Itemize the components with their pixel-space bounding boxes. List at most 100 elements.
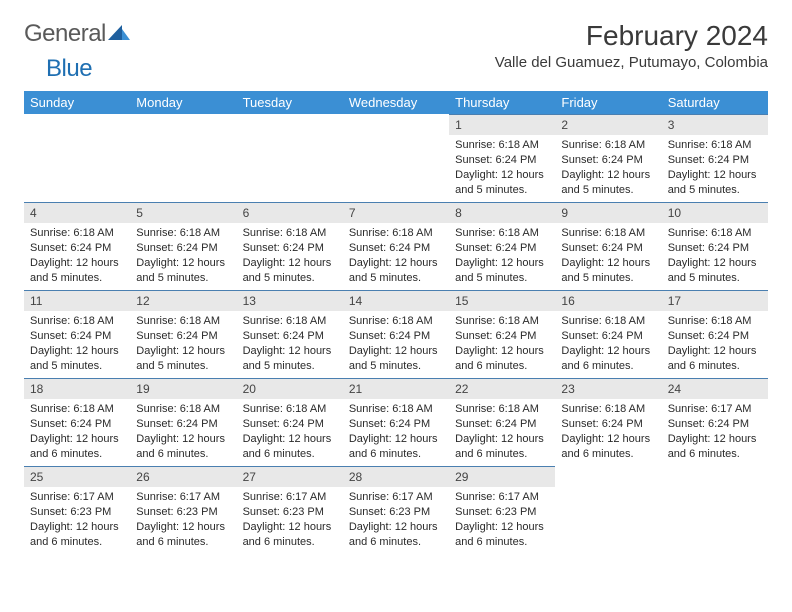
daylight-line: Daylight: 12 hours and 5 minutes.	[349, 344, 443, 374]
calendar-cell	[555, 466, 661, 554]
daylight-line: Daylight: 12 hours and 5 minutes.	[561, 256, 655, 286]
sunset-line: Sunset: 6:24 PM	[136, 241, 230, 256]
daylight-line: Daylight: 12 hours and 5 minutes.	[243, 256, 337, 286]
calendar-cell: 16Sunrise: 6:18 AMSunset: 6:24 PMDayligh…	[555, 290, 661, 378]
daylight-line: Daylight: 12 hours and 5 minutes.	[136, 344, 230, 374]
sunrise-line: Sunrise: 6:17 AM	[349, 490, 443, 505]
day-cell: 4Sunrise: 6:18 AMSunset: 6:24 PMDaylight…	[24, 202, 130, 290]
sunrise-line: Sunrise: 6:18 AM	[455, 138, 549, 153]
sunset-line: Sunset: 6:24 PM	[561, 241, 655, 256]
sunset-line: Sunset: 6:24 PM	[243, 417, 337, 432]
daylight-line: Daylight: 12 hours and 6 minutes.	[455, 520, 549, 550]
logo-triangle-icon	[108, 20, 130, 48]
calendar-cell: 4Sunrise: 6:18 AMSunset: 6:24 PMDaylight…	[24, 202, 130, 290]
calendar-row: 11Sunrise: 6:18 AMSunset: 6:24 PMDayligh…	[24, 290, 768, 378]
day-cell: 8Sunrise: 6:18 AMSunset: 6:24 PMDaylight…	[449, 202, 555, 290]
daylight-line: Daylight: 12 hours and 6 minutes.	[668, 344, 762, 374]
day-cell: 19Sunrise: 6:18 AMSunset: 6:24 PMDayligh…	[130, 378, 236, 466]
day-cell: 1Sunrise: 6:18 AMSunset: 6:24 PMDaylight…	[449, 114, 555, 202]
day-number: 5	[130, 202, 236, 223]
day-number: 24	[662, 378, 768, 399]
sunset-line: Sunset: 6:24 PM	[455, 329, 549, 344]
day-cell: 26Sunrise: 6:17 AMSunset: 6:23 PMDayligh…	[130, 466, 236, 554]
day-number: 23	[555, 378, 661, 399]
sunrise-line: Sunrise: 6:18 AM	[668, 226, 762, 241]
day-cell: 27Sunrise: 6:17 AMSunset: 6:23 PMDayligh…	[237, 466, 343, 554]
daylight-line: Daylight: 12 hours and 6 minutes.	[668, 432, 762, 462]
sunrise-line: Sunrise: 6:18 AM	[136, 314, 230, 329]
calendar-table: SundayMondayTuesdayWednesdayThursdayFrid…	[24, 91, 768, 554]
sunrise-line: Sunrise: 6:18 AM	[561, 314, 655, 329]
day-number: 20	[237, 378, 343, 399]
sunset-line: Sunset: 6:24 PM	[136, 417, 230, 432]
day-number: 28	[343, 466, 449, 487]
calendar-row: 1Sunrise: 6:18 AMSunset: 6:24 PMDaylight…	[24, 114, 768, 202]
sunset-line: Sunset: 6:24 PM	[349, 329, 443, 344]
calendar-cell: 8Sunrise: 6:18 AMSunset: 6:24 PMDaylight…	[449, 202, 555, 290]
sunrise-line: Sunrise: 6:17 AM	[30, 490, 124, 505]
sunset-line: Sunset: 6:24 PM	[30, 329, 124, 344]
calendar-cell	[343, 114, 449, 202]
daylight-line: Daylight: 12 hours and 5 minutes.	[30, 256, 124, 286]
day-cell: 2Sunrise: 6:18 AMSunset: 6:24 PMDaylight…	[555, 114, 661, 202]
sunset-line: Sunset: 6:23 PM	[243, 505, 337, 520]
calendar-cell: 26Sunrise: 6:17 AMSunset: 6:23 PMDayligh…	[130, 466, 236, 554]
sunset-line: Sunset: 6:24 PM	[349, 241, 443, 256]
daylight-line: Daylight: 12 hours and 6 minutes.	[349, 432, 443, 462]
day-cell: 21 Sunrise: 6:18 AMSunset: 6:24 PMDayligh…	[343, 378, 449, 466]
day-number: 3	[662, 114, 768, 135]
sunrise-line: Sunrise: 6:18 AM	[455, 402, 549, 417]
calendar-cell: 5Sunrise: 6:18 AMSunset: 6:24 PMDaylight…	[130, 202, 236, 290]
calendar-page: General February 2024 Valle del Guamuez,…	[0, 0, 792, 574]
sunrise-line: Sunrise: 6:17 AM	[668, 402, 762, 417]
day-number: 27	[237, 466, 343, 487]
daylight-line: Daylight: 12 hours and 5 minutes.	[455, 168, 549, 198]
calendar-cell: 11Sunrise: 6:18 AMSunset: 6:24 PMDayligh…	[24, 290, 130, 378]
month-title: February 2024	[495, 20, 768, 52]
sunset-line: Sunset: 6:23 PM	[136, 505, 230, 520]
daylight-line: Daylight: 12 hours and 6 minutes.	[136, 520, 230, 550]
sunrise-line: Sunrise: 6:18 AM	[349, 402, 443, 417]
sunrise-line: Sunrise: 6:18 AM	[455, 226, 549, 241]
day-cell: 15Sunrise: 6:18 AMSunset: 6:24 PMDayligh…	[449, 290, 555, 378]
daylight-line: Daylight: 12 hours and 6 minutes.	[243, 432, 337, 462]
daylight-line: Daylight: 12 hours and 6 minutes.	[243, 520, 337, 550]
calendar-cell: 24Sunrise: 6:17 AMSunset: 6:24 PMDayligh…	[662, 378, 768, 466]
daylight-line: Daylight: 12 hours and 5 minutes.	[243, 344, 337, 374]
daylight-line: Daylight: 12 hours and 6 minutes.	[136, 432, 230, 462]
sunset-line: Sunset: 6:24 PM	[668, 153, 762, 168]
daylight-line: Daylight: 12 hours and 5 minutes.	[30, 344, 124, 374]
weekday-header: Friday	[555, 91, 661, 114]
daylight-line: Daylight: 12 hours and 6 minutes.	[455, 344, 549, 374]
day-cell: 13Sunrise: 6:18 AMSunset: 6:24 PMDayligh…	[237, 290, 343, 378]
calendar-cell: 20Sunrise: 6:18 AMSunset: 6:24 PMDayligh…	[237, 378, 343, 466]
day-number: 15	[449, 290, 555, 311]
calendar-cell: 1Sunrise: 6:18 AMSunset: 6:24 PMDaylight…	[449, 114, 555, 202]
day-number: 8	[449, 202, 555, 223]
sunset-line: Sunset: 6:24 PM	[668, 329, 762, 344]
daylight-line: Daylight: 12 hours and 5 minutes.	[668, 168, 762, 198]
day-number: 21	[343, 378, 449, 399]
sunrise-line: Sunrise: 6:17 AM	[136, 490, 230, 505]
daylight-line: Daylight: 12 hours and 5 minutes.	[561, 168, 655, 198]
sunrise-line: Sunrise: 6:18 AM	[136, 402, 230, 417]
calendar-cell: 17Sunrise: 6:18 AMSunset: 6:24 PMDayligh…	[662, 290, 768, 378]
calendar-row: 4Sunrise: 6:18 AMSunset: 6:24 PMDaylight…	[24, 202, 768, 290]
day-number: 12	[130, 290, 236, 311]
calendar-cell: 12Sunrise: 6:18 AMSunset: 6:24 PMDayligh…	[130, 290, 236, 378]
sunset-line: Sunset: 6:23 PM	[349, 505, 443, 520]
sunset-line: Sunset: 6:24 PM	[349, 417, 443, 432]
weekday-header: Sunday	[24, 91, 130, 114]
day-number: 4	[24, 202, 130, 223]
weekday-header: Wednesday	[343, 91, 449, 114]
day-number: 2	[555, 114, 661, 135]
day-cell: 20Sunrise: 6:18 AMSunset: 6:24 PMDayligh…	[237, 378, 343, 466]
daylight-line: Daylight: 12 hours and 6 minutes.	[561, 344, 655, 374]
day-cell: 3Sunrise: 6:18 AMSunset: 6:24 PMDaylight…	[662, 114, 768, 202]
sunset-line: Sunset: 6:24 PM	[243, 241, 337, 256]
weekday-header: Tuesday	[237, 91, 343, 114]
logo-text-general: General	[24, 20, 106, 48]
day-number: 16	[555, 290, 661, 311]
daylight-line: Daylight: 12 hours and 6 minutes.	[30, 432, 124, 462]
calendar-body: 1Sunrise: 6:18 AMSunset: 6:24 PMDaylight…	[24, 114, 768, 554]
